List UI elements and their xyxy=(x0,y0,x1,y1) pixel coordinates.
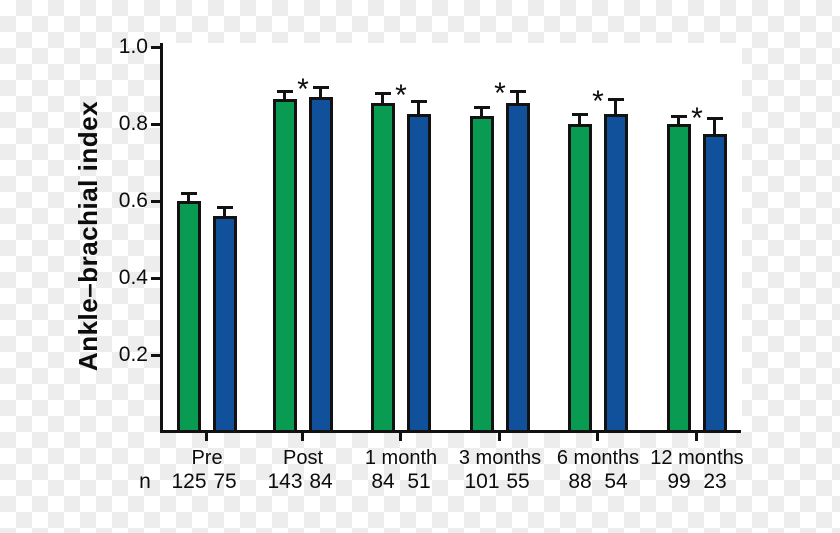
error-bar-stem-blue-series-1-month xyxy=(417,100,420,118)
error-bar-stem-blue-series-3-months xyxy=(516,91,519,106)
significance-asterisk-post: * xyxy=(297,73,309,107)
n-value-blue-series-post: 84 xyxy=(309,470,333,493)
bar-green-series-12-months xyxy=(667,124,691,433)
bar-green-series-1-month xyxy=(371,102,395,433)
y-tick-0-2 xyxy=(151,354,161,357)
x-tick-12-months xyxy=(695,433,698,441)
y-tick-label-0-2: 0.2 xyxy=(118,343,148,366)
n-value-green-series-12-months: 99 xyxy=(667,470,691,493)
bar-blue-series-3-months xyxy=(506,102,530,433)
n-value-blue-series-3-months: 55 xyxy=(506,470,530,493)
n-value-green-series-pre: 125 xyxy=(171,470,207,493)
category-label-post: Post xyxy=(282,447,324,469)
error-bar-stem-green-series-3-months xyxy=(480,106,483,120)
bar-blue-series-post xyxy=(309,97,333,433)
bar-blue-series-pre xyxy=(213,216,237,433)
y-tick-1-0 xyxy=(151,46,161,49)
y-axis-line xyxy=(160,43,163,433)
error-bar-cap-blue-series-post xyxy=(313,86,329,90)
error-bar-cap-blue-series-1-month xyxy=(411,99,427,103)
category-label-1-month: 1 month xyxy=(364,447,438,469)
n-value-blue-series-1-month: 51 xyxy=(407,470,431,493)
bar-green-series-pre xyxy=(177,201,201,433)
error-bar-stem-blue-series-pre xyxy=(223,206,226,220)
n-value-blue-series-pre: 75 xyxy=(213,470,237,493)
error-bar-stem-green-series-6-months xyxy=(578,114,581,127)
error-bar-stem-blue-series-12-months xyxy=(713,118,716,137)
error-bar-stem-green-series-12-months xyxy=(677,116,680,127)
x-tick-post xyxy=(301,433,304,441)
error-bar-stem-blue-series-post xyxy=(319,87,322,101)
error-bar-stem-green-series-1-month xyxy=(381,93,384,106)
error-bar-cap-green-series-1-month xyxy=(375,92,391,96)
error-bar-cap-green-series-pre xyxy=(181,192,197,196)
x-tick-1-month xyxy=(399,433,402,441)
n-value-green-series-1-month: 84 xyxy=(371,470,395,493)
y-tick-0-4 xyxy=(151,277,161,280)
error-bar-stem-blue-series-6-months xyxy=(614,98,617,118)
error-bar-stem-green-series-pre xyxy=(187,193,190,204)
error-bar-cap-blue-series-pre xyxy=(217,205,233,209)
error-bar-stem-green-series-post xyxy=(283,91,286,102)
bar-green-series-6-months xyxy=(568,124,592,433)
n-value-blue-series-6-months: 54 xyxy=(604,470,628,493)
error-bar-cap-green-series-post xyxy=(277,90,293,94)
y-tick-0-6 xyxy=(151,200,161,203)
category-label-6-months: 6 months xyxy=(556,447,640,469)
error-bar-cap-green-series-12-months xyxy=(671,115,687,119)
n-row-label: n xyxy=(139,470,151,493)
bar-blue-series-6-months xyxy=(604,114,628,433)
n-value-green-series-6-months: 88 xyxy=(568,470,592,493)
bar-blue-series-12-months xyxy=(703,133,727,433)
y-tick-label-0-6: 0.6 xyxy=(118,189,148,212)
error-bar-cap-blue-series-3-months xyxy=(510,90,526,94)
bar-green-series-post xyxy=(273,98,297,433)
y-tick-label-0-8: 0.8 xyxy=(118,112,148,135)
plot-area xyxy=(163,43,742,433)
x-tick-3-months xyxy=(498,433,501,441)
x-tick-pre xyxy=(205,433,208,441)
significance-asterisk-1-month: * xyxy=(395,79,407,113)
x-axis-line xyxy=(160,430,741,433)
significance-asterisk-12-months: * xyxy=(691,102,703,136)
n-value-green-series-post: 143 xyxy=(267,470,303,493)
x-tick-6-months xyxy=(596,433,599,441)
bar-blue-series-1-month xyxy=(407,114,431,433)
y-tick-0-8 xyxy=(151,123,161,126)
y-axis-title: Ankle–brachial index xyxy=(73,100,103,372)
significance-asterisk-6-months: * xyxy=(592,84,604,118)
n-value-green-series-3-months: 101 xyxy=(464,470,500,493)
error-bar-cap-green-series-6-months xyxy=(572,113,588,117)
category-label-pre: Pre xyxy=(191,447,223,469)
y-tick-label-1-0: 1.0 xyxy=(118,35,148,58)
category-label-12-months: 12 months xyxy=(650,447,744,469)
error-bar-cap-blue-series-12-months xyxy=(707,117,723,121)
error-bar-cap-blue-series-6-months xyxy=(608,97,624,101)
error-bar-cap-green-series-3-months xyxy=(474,105,490,109)
n-value-blue-series-12-months: 23 xyxy=(703,470,727,493)
bar-green-series-3-months xyxy=(470,116,494,433)
significance-asterisk-3-months: * xyxy=(494,77,506,111)
category-label-3-months: 3 months xyxy=(458,447,542,469)
y-tick-label-0-4: 0.4 xyxy=(118,266,148,289)
